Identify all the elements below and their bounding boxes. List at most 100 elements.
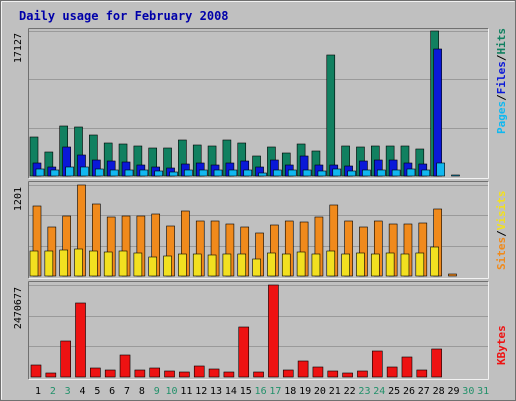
day-label-21: 21 bbox=[329, 386, 341, 397]
panel-sites-visits: 1201 Sites/Visits bbox=[13, 181, 508, 279]
bar-pages-day-9 bbox=[154, 170, 164, 177]
day-label-6: 6 bbox=[109, 386, 115, 397]
bar-pages-day-19 bbox=[302, 169, 312, 177]
chart-title: Daily usage for February 2008 bbox=[19, 9, 229, 23]
day-label-27: 27 bbox=[418, 386, 430, 397]
bar-pages-day-25 bbox=[391, 169, 401, 177]
day-labels: 1 2 3 4 5 6 7 8 9 10 11 12 13 14 15 16 17 18 19 20 21 22 23 24 2… bbox=[35, 386, 489, 397]
max-value-label: 17127 bbox=[13, 33, 24, 63]
bar-kbytes-day-3 bbox=[60, 340, 71, 378]
panel-kbytes: 2470677 KBytes bbox=[13, 281, 508, 380]
bar-visits-day-22 bbox=[341, 253, 350, 277]
day-label-28: 28 bbox=[433, 386, 445, 397]
bar-pages-day-23 bbox=[362, 169, 371, 177]
bar-visits-day-26 bbox=[400, 253, 410, 277]
bar-visits-day-6 bbox=[103, 251, 113, 277]
legend-sites: Sites bbox=[495, 237, 508, 270]
day-label-7: 7 bbox=[124, 386, 130, 397]
bar-kbytes-day-20 bbox=[312, 366, 324, 378]
day-label-18: 18 bbox=[284, 386, 296, 397]
legend-pages: Pages bbox=[495, 101, 508, 134]
bar-visits-day-3 bbox=[59, 249, 68, 277]
panel-area bbox=[28, 281, 489, 380]
legend-hits: Hits bbox=[495, 28, 508, 55]
day-label-19: 19 bbox=[299, 386, 311, 397]
day-label-10: 10 bbox=[166, 386, 178, 397]
bar-kbytes-day-10 bbox=[164, 370, 175, 378]
bar-visits-day-2 bbox=[44, 250, 54, 277]
bar-visits-day-16 bbox=[252, 258, 261, 277]
bar-files-day-28 bbox=[433, 48, 442, 177]
bar-kbytes-day-5 bbox=[90, 367, 101, 378]
bar-pages-day-4 bbox=[80, 166, 89, 177]
bar-kbytes-day-4 bbox=[75, 302, 86, 378]
bar-visits-day-18 bbox=[281, 253, 291, 277]
legend-visits: Visits bbox=[495, 191, 508, 231]
bar-pages-day-8 bbox=[139, 169, 149, 177]
bar-kbytes-day-15 bbox=[238, 326, 250, 378]
bar-kbytes-day-12 bbox=[193, 365, 205, 378]
day-label-14: 14 bbox=[225, 386, 237, 397]
bar-pages-day-20 bbox=[317, 170, 327, 177]
bar-pages-day-24 bbox=[376, 169, 386, 177]
bar-visits-day-8 bbox=[133, 252, 143, 277]
bar-pages-day-26 bbox=[406, 168, 416, 177]
legend-kbytes: KBytes bbox=[495, 325, 508, 365]
bar-pages-day-13 bbox=[213, 169, 223, 177]
bar-pages-day-28 bbox=[436, 162, 445, 177]
bar-kbytes-day-13 bbox=[208, 368, 220, 378]
legend-separator: / bbox=[495, 54, 508, 61]
legend-separator: / bbox=[495, 94, 508, 101]
bar-pages-day-7 bbox=[124, 169, 134, 177]
bar-kbytes-day-25 bbox=[386, 366, 398, 378]
day-label-17: 17 bbox=[269, 386, 281, 397]
bar-visits-day-20 bbox=[311, 253, 321, 277]
day-label-24: 24 bbox=[373, 386, 385, 397]
day-label-8: 8 bbox=[139, 386, 145, 397]
bar-visits-day-12 bbox=[192, 253, 202, 277]
bar-kbytes-day-16 bbox=[253, 371, 264, 378]
bar-pages-day-1 bbox=[35, 168, 45, 177]
bar-kbytes-day-27 bbox=[416, 369, 428, 378]
max-value-label: 1201 bbox=[13, 187, 24, 211]
bar-kbytes-day-19 bbox=[297, 360, 309, 378]
bar-visits-day-14 bbox=[222, 253, 232, 277]
day-label-25: 25 bbox=[388, 386, 400, 397]
bar-pages-day-27 bbox=[421, 169, 431, 177]
bar-visits-day-28 bbox=[430, 246, 439, 277]
day-label-1: 1 bbox=[35, 386, 41, 397]
day-label-16: 16 bbox=[255, 386, 267, 397]
bar-kbytes-day-7 bbox=[119, 354, 131, 378]
bar-kbytes-day-21 bbox=[327, 370, 339, 378]
day-label-22: 22 bbox=[344, 386, 356, 397]
bar-kbytes-day-14 bbox=[223, 371, 235, 378]
bar-pages-day-11 bbox=[184, 169, 193, 177]
legend-files: Files bbox=[495, 61, 508, 94]
bar-kbytes-day-1 bbox=[30, 364, 42, 378]
bar-visits-day-24 bbox=[370, 253, 380, 277]
day-label-26: 26 bbox=[403, 386, 415, 397]
legend: KBytes bbox=[495, 325, 508, 365]
bar-kbytes-day-6 bbox=[104, 369, 116, 378]
bar-pages-day-15 bbox=[243, 169, 253, 177]
bar-visits-day-4 bbox=[74, 248, 83, 277]
bar-kbytes-day-9 bbox=[149, 367, 161, 378]
bar-visits-day-11 bbox=[178, 253, 187, 277]
bar-pages-day-2 bbox=[50, 169, 60, 177]
bar-kbytes-day-8 bbox=[134, 369, 146, 378]
bar-kbytes-day-28 bbox=[431, 348, 442, 378]
bar-pages-day-5 bbox=[95, 168, 104, 177]
bar-kbytes-day-22 bbox=[342, 372, 353, 378]
legend: Pages/Files/Hits bbox=[495, 28, 508, 134]
day-label-3: 3 bbox=[65, 386, 71, 397]
day-label-20: 20 bbox=[314, 386, 326, 397]
day-label-5: 5 bbox=[94, 386, 100, 397]
bar-kbytes-day-17 bbox=[268, 284, 279, 378]
bar-visits-day-7 bbox=[118, 250, 128, 277]
day-label-11: 11 bbox=[180, 386, 192, 397]
bar-pages-day-12 bbox=[198, 169, 208, 177]
day-label-31: 31 bbox=[477, 386, 489, 397]
bar-kbytes-day-18 bbox=[282, 369, 294, 378]
